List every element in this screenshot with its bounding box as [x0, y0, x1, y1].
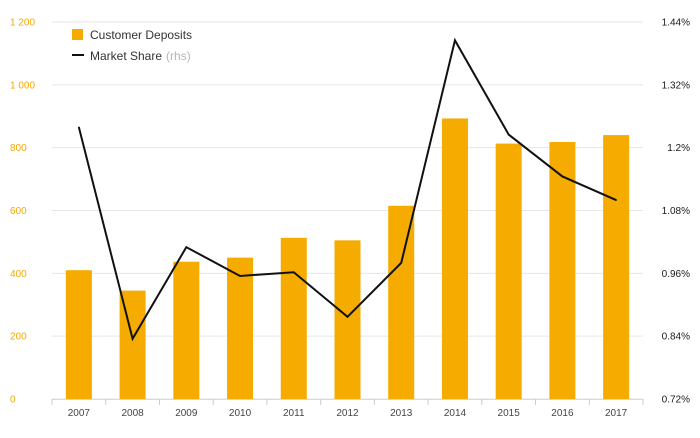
legend: Customer Deposits Market Share (rhs)	[72, 28, 192, 63]
legend-label-market-share-name: Market Share	[90, 49, 162, 63]
market-share-point-2010	[239, 275, 241, 277]
left-tick-label: 400	[10, 269, 27, 280]
right-tick-label: 1.32%	[662, 80, 690, 91]
bar-2007	[65, 270, 92, 399]
right-tick-label: 1.44%	[662, 18, 690, 29]
left-tick-label: 0	[10, 395, 16, 406]
market-share-point-2012	[346, 315, 349, 318]
bar-2010	[227, 257, 254, 399]
bar-2009	[173, 261, 200, 399]
legend-label-market-share-suffix: (rhs)	[166, 49, 191, 63]
x-tick-label: 2008	[121, 408, 144, 419]
x-tick-label: 2016	[551, 408, 574, 419]
market-share-line-group	[77, 37, 617, 342]
bar-2016	[549, 142, 576, 400]
market-share-point-2017	[615, 199, 617, 201]
left-tick-label: 800	[10, 143, 27, 154]
market-share-point-2011	[292, 271, 295, 274]
bar-2012	[334, 240, 361, 399]
x-tick-label: 2009	[175, 408, 198, 419]
x-axis: 2007 2008 2009 2010 2011 2012 2013 2014 2015 2016…	[51, 399, 644, 419]
market-share-point-2015	[507, 133, 510, 136]
left-tick-label: 200	[10, 332, 27, 343]
legend-swatch-deposits	[72, 29, 83, 40]
deposit-bars	[65, 118, 630, 400]
x-tick-label: 2014	[444, 408, 467, 419]
market-share-point-2009	[185, 246, 188, 248]
legend-label-market-share: Market Share (rhs)	[90, 49, 191, 63]
left-axis: 0 200 400 600 800 1 000 1 200	[10, 18, 35, 406]
right-tick-label: 0.84%	[662, 332, 690, 343]
x-tick-label: 2011	[283, 408, 305, 419]
x-tick-label: 2015	[498, 408, 521, 419]
right-tick-label: 0.96%	[662, 269, 690, 280]
market-share-point-2008	[131, 337, 134, 340]
bar-2011	[280, 237, 307, 399]
right-axis: 0.72% 0.84% 0.96% 1.08% 1.2% 1.32% 1.44%	[662, 18, 690, 406]
x-tick-label: 2013	[390, 408, 413, 419]
left-tick-label: 1 200	[10, 18, 35, 29]
x-tick-label: 2012	[336, 408, 359, 419]
x-tick-label: 2017	[605, 408, 628, 419]
left-tick-label: 1 000	[10, 80, 35, 91]
right-tick-label: 1.08%	[662, 206, 690, 217]
bar-2014	[441, 118, 468, 400]
bar-2017	[603, 135, 630, 399]
bar-2013	[388, 205, 415, 399]
market-share-point-2007	[78, 126, 80, 129]
market-share-point-2013	[400, 262, 403, 264]
x-tick-label: 2010	[229, 408, 252, 419]
right-tick-label: 1.2%	[667, 143, 690, 154]
legend-label-deposits: Customer Deposits	[90, 28, 192, 42]
x-tick-label: 2007	[68, 408, 91, 419]
market-share-point-2014	[454, 39, 456, 42]
right-tick-label: 0.72%	[662, 395, 690, 406]
bar-2015	[495, 143, 522, 399]
left-tick-label: 600	[10, 206, 27, 217]
market-share-point-2016	[561, 175, 564, 178]
